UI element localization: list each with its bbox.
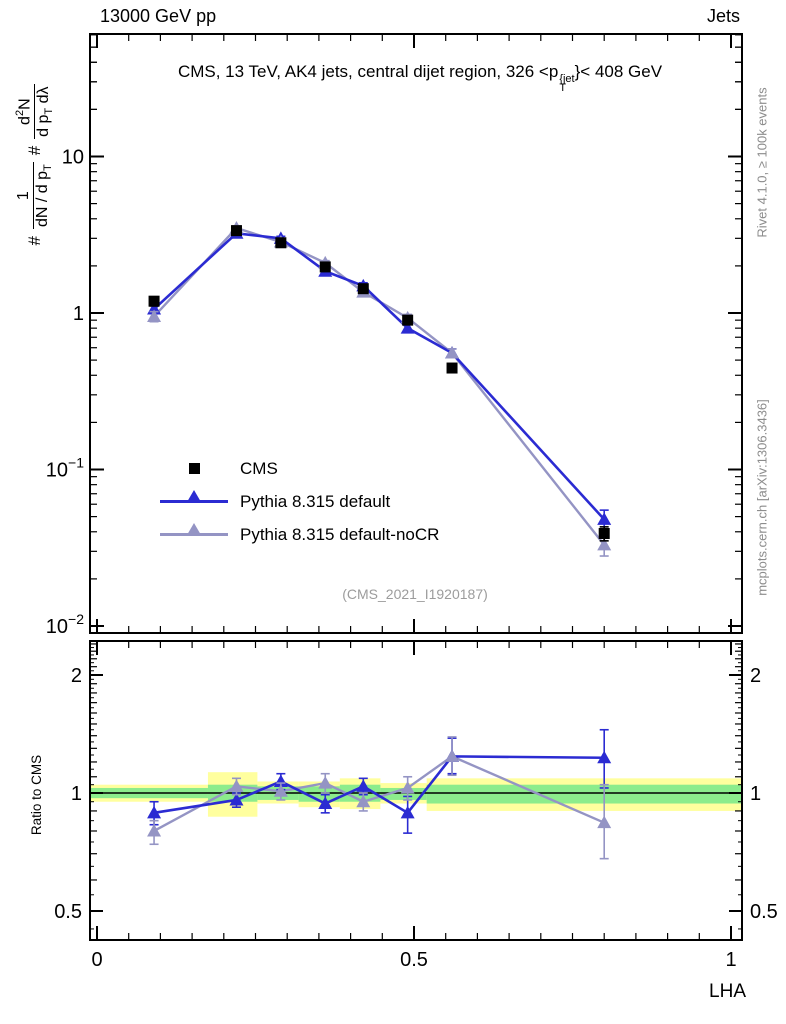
legend-label: Pythia 8.315 default <box>240 491 391 511</box>
svg-text:1: 1 <box>71 783 82 805</box>
svg-text:10−2: 10−2 <box>46 611 84 638</box>
svg-text:1: 1 <box>725 949 736 971</box>
legend-item-cms: CMS <box>148 452 439 485</box>
hash-symbol: # <box>25 236 44 246</box>
plot-title-sub: T <box>559 81 567 94</box>
legend-item-pythia-nocr: Pythia 8.315 default-noCR <box>148 518 439 551</box>
legend-label: Pythia 8.315 default-noCR <box>240 524 440 544</box>
svg-text:2: 2 <box>750 665 761 687</box>
svg-text:0.5: 0.5 <box>54 901 82 923</box>
pythia-nocr-line-marker-icon <box>148 523 240 536</box>
plot-title-ptjet-stack: {jet T <box>559 72 575 94</box>
svg-text:0.5: 0.5 <box>400 949 428 971</box>
svg-text:10: 10 <box>62 147 84 169</box>
mcplots-arxiv-note: mcplots.cern.ch [arXiv:1306.3436] <box>754 399 770 596</box>
svg-text:1: 1 <box>750 783 761 805</box>
svg-text:0.5: 0.5 <box>750 901 778 923</box>
legend-item-pythia-default: Pythia 8.315 default <box>148 485 439 518</box>
rivet-version-note: Rivet 4.1.0, ≥ 100k events <box>754 87 770 238</box>
svg-text:10−1: 10−1 <box>46 455 84 482</box>
hash-symbol: # <box>25 145 44 156</box>
svg-text:1: 1 <box>73 303 84 325</box>
cms-square-marker-icon <box>148 463 240 474</box>
plot-title-sup: {jet <box>559 72 575 85</box>
pythia-default-line-marker-icon <box>148 490 240 503</box>
svg-text:0: 0 <box>91 949 102 971</box>
ratio-y-axis-label: Ratio to CMS <box>29 754 44 836</box>
normalization-fraction: 1 dN / d pT <box>15 162 55 230</box>
legend: CMS Pythia 8.315 default Pythia 8.315 de… <box>148 452 439 551</box>
y-axis-label-main: # 1 dN / d pT # d2N d pT dλ <box>0 36 70 294</box>
plot-title: CMS, 13 TeV, AK4 jets, central dijet reg… <box>90 62 750 93</box>
observable-fraction: d2N d pT dλ <box>14 84 56 139</box>
analysis-id-watermark: (CMS_2021_I1920187) <box>342 586 488 602</box>
svg-text:2: 2 <box>71 665 82 687</box>
plot-title-prefix: CMS, 13 TeV, AK4 jets, central dijet reg… <box>177 62 559 81</box>
legend-label: CMS <box>240 458 278 478</box>
x-axis-label: LHA <box>709 981 746 1002</box>
plot-title-suffix: }< 408 GeV <box>574 62 663 81</box>
beam-energy-label: 13000 GeV pp <box>100 6 217 26</box>
analysis-group-label: Jets <box>706 6 740 26</box>
